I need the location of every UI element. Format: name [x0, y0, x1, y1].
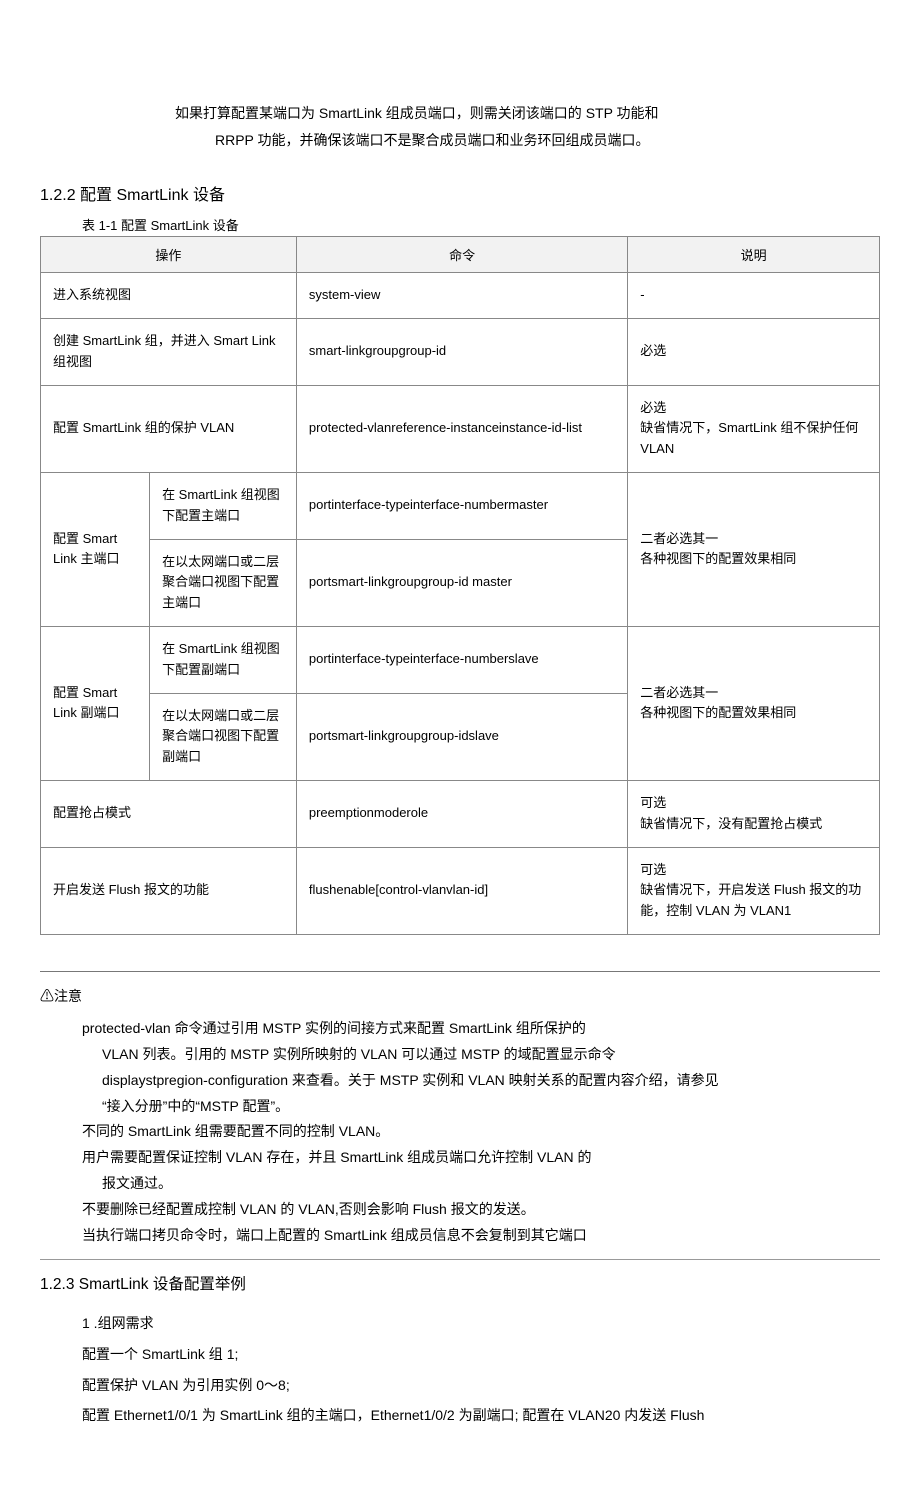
intro-l2: RRPP 功能，并确保该端口不是聚合成员端口和业务环回组成员端口。: [175, 127, 880, 154]
note-line: 不要删除已经配置成控制 VLAN 的 VLAN,否则会影响 Flush 报文的发…: [82, 1197, 880, 1223]
cell-desc: 二者必选其一 各种视图下的配置效果相同: [628, 626, 880, 780]
ex-line: 配置一个 SmartLink 组 1;: [82, 1339, 880, 1370]
ex-line: 配置保护 VLAN 为引用实例 0〜8;: [82, 1370, 880, 1401]
cell-desc: -: [628, 273, 880, 319]
cell-desc: 必选 缺省情况下，SmartLink 组不保护任何 VLAN: [628, 385, 880, 472]
cell-sub: 在 SmartLink 组视图下配置主端口: [150, 472, 297, 539]
intro-l1: 如果打算配置某端口为 SmartLink 组成员端口，则需关闭该端口的 STP …: [175, 100, 880, 127]
config-table: 操作 命令 说明 进入系统视图 system-view - 创建 SmartLi…: [40, 236, 880, 935]
cell-cmd: portinterface-typeinterface-numbermaster: [296, 472, 627, 539]
cell-cmd: portsmart-linkgroupgroup-id master: [296, 539, 627, 626]
note-line: “接入分册”中的“MSTP 配置”。: [82, 1094, 880, 1120]
cell-sub: 在 SmartLink 组视图下配置副端口: [150, 626, 297, 693]
cell-op: 开启发送 Flush 报文的功能: [41, 847, 297, 934]
cell-cmd: portsmart-linkgroupgroup-idslave: [296, 693, 627, 780]
cell-desc: 可选 缺省情况下，没有配置抢占模式: [628, 780, 880, 847]
note-line: 不同的 SmartLink 组需要配置不同的控制 VLAN。: [82, 1119, 880, 1145]
cell-cmd: portinterface-typeinterface-numberslave: [296, 626, 627, 693]
cell-op: 配置 Smart Link 主端口: [41, 472, 150, 626]
cell-op: 进入系统视图: [41, 273, 297, 319]
heading-1-2-2: 1.2.2 配置 SmartLink 设备: [40, 181, 880, 205]
cell-op: 配置抢占模式: [41, 780, 297, 847]
heading-1-2-3: 1.2.3 SmartLink 设备配置举例: [40, 1272, 880, 1294]
divider: [40, 971, 880, 972]
table-row: 配置抢占模式 preemptionmoderole 可选 缺省情况下，没有配置抢…: [41, 780, 880, 847]
divider: [40, 1259, 880, 1260]
note-line: 用户需要配置保证控制 VLAN 存在，并且 SmartLink 组成员端口允许控…: [82, 1145, 880, 1171]
note-line: 报文通过。: [82, 1171, 880, 1197]
cell-cmd: system-view: [296, 273, 627, 319]
cell-desc: 可选 缺省情况下，开启发送 Flush 报文的功能，控制 VLAN 为 VLAN…: [628, 847, 880, 934]
cell-cmd: preemptionmoderole: [296, 780, 627, 847]
table-row: 开启发送 Flush 报文的功能 flushenable[control-vla…: [41, 847, 880, 934]
cell-sub: 在以太网端口或二层聚合端口视图下配置主端口: [150, 539, 297, 626]
th-op: 操作: [41, 237, 297, 273]
note-line: protected-vlan 命令通过引用 MSTP 实例的间接方式来配置 Sm…: [82, 1016, 880, 1042]
cell-op: 创建 SmartLink 组，并进入 Smart Link 组视图: [41, 318, 297, 385]
th-cmd: 命令: [296, 237, 627, 273]
cell-cmd: smart-linkgroupgroup-id: [296, 318, 627, 385]
cell-cmd: protected-vlanreference-instanceinstance…: [296, 385, 627, 472]
note-line: 当执行端口拷贝命令时，端口上配置的 SmartLink 组成员信息不会复制到其它…: [82, 1223, 880, 1249]
ex-line: 1 .组网需求: [82, 1308, 880, 1339]
cell-op: 配置 Smart Link 副端口: [41, 626, 150, 780]
cell-desc: 必选: [628, 318, 880, 385]
ex-line: 配置 Ethernet1/0/1 为 SmartLink 组的主端口，Ether…: [82, 1400, 880, 1431]
table-row: 配置 Smart Link 主端口 在 SmartLink 组视图下配置主端口 …: [41, 472, 880, 539]
table-row: 配置 SmartLink 组的保护 VLAN protected-vlanref…: [41, 385, 880, 472]
cell-cmd: flushenable[control-vlanvlan-id]: [296, 847, 627, 934]
th-desc: 说明: [628, 237, 880, 273]
table-header-row: 操作 命令 说明: [41, 237, 880, 273]
cell-desc: 二者必选其一 各种视图下的配置效果相同: [628, 472, 880, 626]
note-body: protected-vlan 命令通过引用 MSTP 实例的间接方式来配置 Sm…: [82, 1016, 880, 1249]
note-heading: ⚠注意: [40, 986, 880, 1006]
cell-op: 配置 SmartLink 组的保护 VLAN: [41, 385, 297, 472]
table-row: 创建 SmartLink 组，并进入 Smart Link 组视图 smart-…: [41, 318, 880, 385]
note-line: VLAN 列表。引用的 MSTP 实例所映射的 VLAN 可以通过 MSTP 的…: [82, 1042, 880, 1068]
table-row: 配置 Smart Link 副端口 在 SmartLink 组视图下配置副端口 …: [41, 626, 880, 693]
intro-text: 如果打算配置某端口为 SmartLink 组成员端口，则需关闭该端口的 STP …: [175, 100, 880, 153]
table-caption: 表 1-1 配置 SmartLink 设备: [82, 215, 880, 234]
table-row: 进入系统视图 system-view -: [41, 273, 880, 319]
example-body: 1 .组网需求 配置一个 SmartLink 组 1; 配置保护 VLAN 为引…: [82, 1308, 880, 1431]
note-line: displaystpregion-configuration 来查看。关于 MS…: [82, 1068, 880, 1094]
cell-sub: 在以太网端口或二层聚合端口视图下配置副端口: [150, 693, 297, 780]
